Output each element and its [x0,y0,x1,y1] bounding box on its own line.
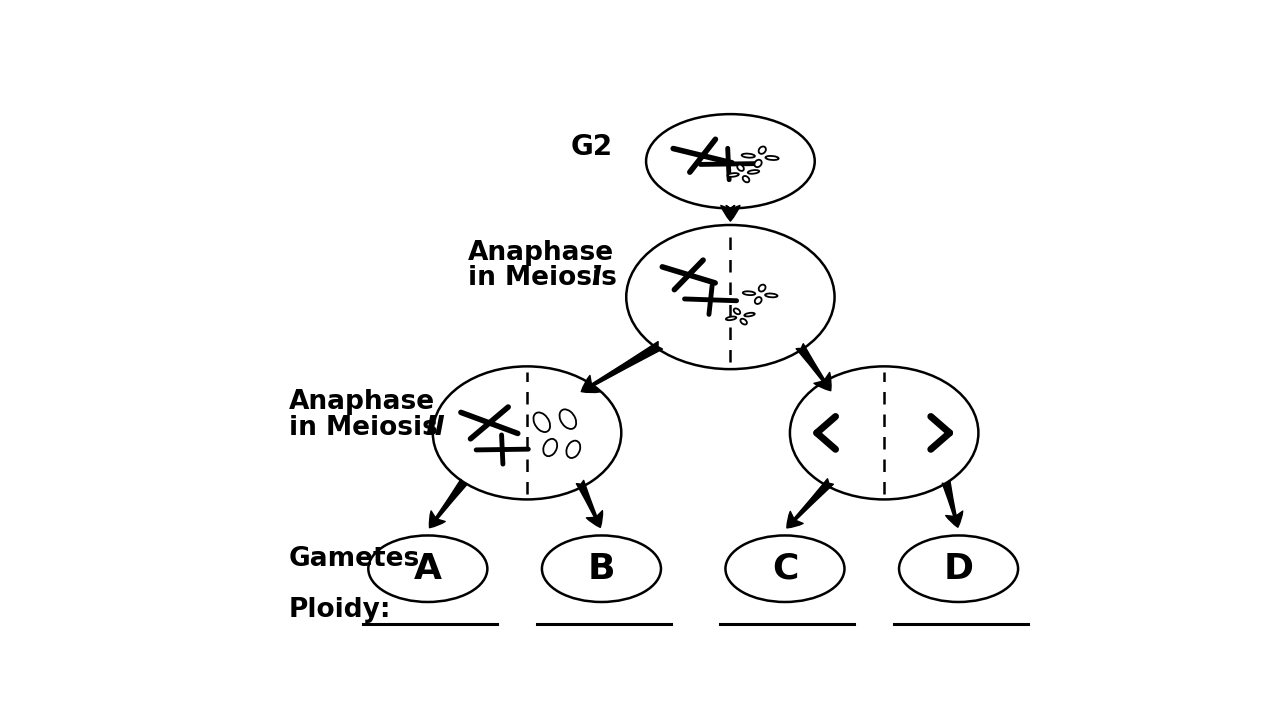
Text: B: B [588,552,616,586]
Ellipse shape [534,413,550,432]
Ellipse shape [737,165,744,171]
Ellipse shape [740,319,748,325]
Ellipse shape [748,170,759,174]
Ellipse shape [765,156,778,160]
Ellipse shape [726,317,736,320]
Ellipse shape [433,366,621,500]
Text: A: A [413,552,442,586]
Ellipse shape [566,441,580,458]
Text: Anaphase: Anaphase [289,390,435,415]
Ellipse shape [543,439,557,456]
Ellipse shape [741,153,755,158]
Text: D: D [943,552,974,586]
Ellipse shape [765,294,777,297]
Text: Gametes: Gametes [289,546,420,572]
Ellipse shape [754,160,762,167]
Text: II: II [426,415,445,441]
Ellipse shape [626,225,835,369]
Circle shape [541,536,660,602]
Ellipse shape [742,292,755,295]
Text: C: C [772,552,799,586]
Ellipse shape [559,410,576,429]
Text: in Meiosis: in Meiosis [289,415,438,441]
Circle shape [726,536,845,602]
Text: Anaphase: Anaphase [467,240,613,266]
Ellipse shape [759,146,765,154]
Ellipse shape [755,297,762,304]
Text: Ploidy:: Ploidy: [289,598,392,624]
Ellipse shape [733,308,740,314]
Ellipse shape [727,173,739,177]
Circle shape [646,114,815,208]
Ellipse shape [790,366,978,500]
Text: G2: G2 [571,133,613,161]
Ellipse shape [742,176,749,182]
Ellipse shape [745,312,755,316]
Circle shape [899,536,1018,602]
Text: I: I [591,265,602,291]
Ellipse shape [759,284,765,292]
Circle shape [369,536,488,602]
Text: in Meiosis: in Meiosis [467,265,617,291]
